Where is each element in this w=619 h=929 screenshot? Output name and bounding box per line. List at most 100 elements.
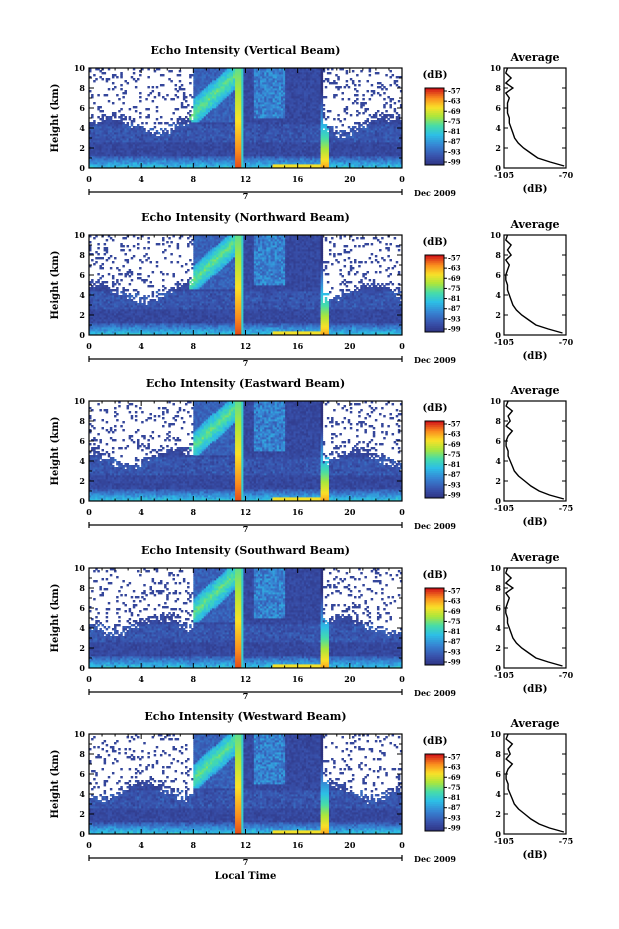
heatmap-cell [210,84,213,87]
heatmap-cell [162,142,165,145]
heatmap-cell [174,128,178,131]
heatmap-cell [201,118,205,121]
heatmap-cell [101,132,105,135]
heatmap-cell [128,126,132,129]
heatmap-cell [322,108,326,111]
heatmap-cell [218,96,221,99]
heatmap-cell [103,156,107,159]
heatmap-cell [201,96,205,99]
heatmap-cell [222,136,226,139]
heatmap-cell [89,90,92,93]
heatmap-cell [149,150,152,153]
heatmap-cell [239,132,242,135]
heatmap-cell [220,150,223,153]
heatmap-cell [116,122,119,125]
heatmap-cell [197,128,200,131]
heatmap-cell [210,118,213,121]
heatmap-cell [241,108,244,111]
heatmap-cell [103,136,107,139]
heatmap-cell [222,98,226,101]
heatmap-cell [184,116,188,119]
heatmap-cell [235,124,238,127]
heatmap-cell [120,74,123,77]
heatmap-cell [164,140,167,143]
heatmap-cell [214,136,217,139]
heatmap-cell [99,150,102,153]
heatmap-cell [128,154,132,157]
heatmap-cell [232,90,236,93]
heatmap-cell [220,88,223,91]
heatmap-cell [226,118,230,121]
heatmap-cell [184,138,188,141]
heatmap-cell [243,88,246,91]
heatmap-cell [193,114,196,117]
heatmap-cell [226,152,230,155]
heatmap-cell [180,126,184,129]
heatmap-cell [141,158,144,161]
heatmap-cell [339,86,342,89]
heatmap-cell [210,86,213,89]
heatmap-cell [170,158,173,161]
heatmap-cell [147,116,150,119]
heatmap-cell [205,76,209,79]
heatmap-cell [241,94,244,97]
heatmap-cell [170,152,173,155]
heatmap-cell [243,80,246,83]
heatmap-cell [239,164,242,167]
heatmap-cell [207,72,211,75]
heatmap-cell [193,134,196,137]
heatmap-cell [210,116,213,119]
heatmap-cell [105,144,109,147]
heatmap-cell [103,94,107,97]
heatmap-cell [216,158,219,161]
heatmap-cell [139,166,142,169]
heatmap-cell [103,120,107,123]
heatmap-cell [193,116,196,119]
heatmap-cell [210,136,213,139]
heatmap-cell [191,154,194,157]
heatmap-cell [172,162,175,165]
heatmap-cell [180,128,184,131]
heatmap-cell [228,164,232,167]
heatmap-cell [203,160,207,163]
heatmap-cell [237,98,240,101]
heatmap-cell [195,96,198,99]
heatmap-cell [243,128,246,131]
heatmap-cell [182,96,186,99]
heatmap-cell [184,128,188,131]
heatmap-cell [122,154,125,157]
heatmap-cell [136,130,140,133]
heatmap-cell [205,144,209,147]
heatmap-cell [126,138,130,141]
heatmap-cell [222,144,226,147]
heatmap-cell [241,142,244,145]
heatmap-cell [176,148,180,151]
heatmap-cell [147,136,150,139]
heatmap-cell [216,120,219,123]
heatmap-cell [203,118,207,121]
heatmap-cell [216,140,219,143]
heatmap-cell [136,150,140,153]
heatmap-cell [207,94,211,97]
heatmap-cell [239,110,242,113]
heatmap-cell [245,106,248,109]
heatmap-cell [205,130,209,133]
heatmap-cell [132,72,136,75]
heatmap-cell [235,158,238,161]
heatmap-cell [216,148,219,151]
heatmap-cell [143,142,146,145]
heatmap-cell [195,128,198,131]
heatmap-cell [149,158,152,161]
heatmap-cell [207,166,211,169]
heatmap-cell [164,138,167,141]
heatmap-cell [143,148,146,151]
heatmap-cell [230,148,234,151]
heatmap-cell [128,132,132,135]
heatmap-cell [168,160,171,163]
heatmap-cell [191,126,194,129]
heatmap-cell [366,80,370,83]
heatmap-cell [203,102,207,105]
heatmap-cell [103,146,107,149]
heatmap-cell [109,144,113,147]
heatmap-cell [210,88,213,91]
